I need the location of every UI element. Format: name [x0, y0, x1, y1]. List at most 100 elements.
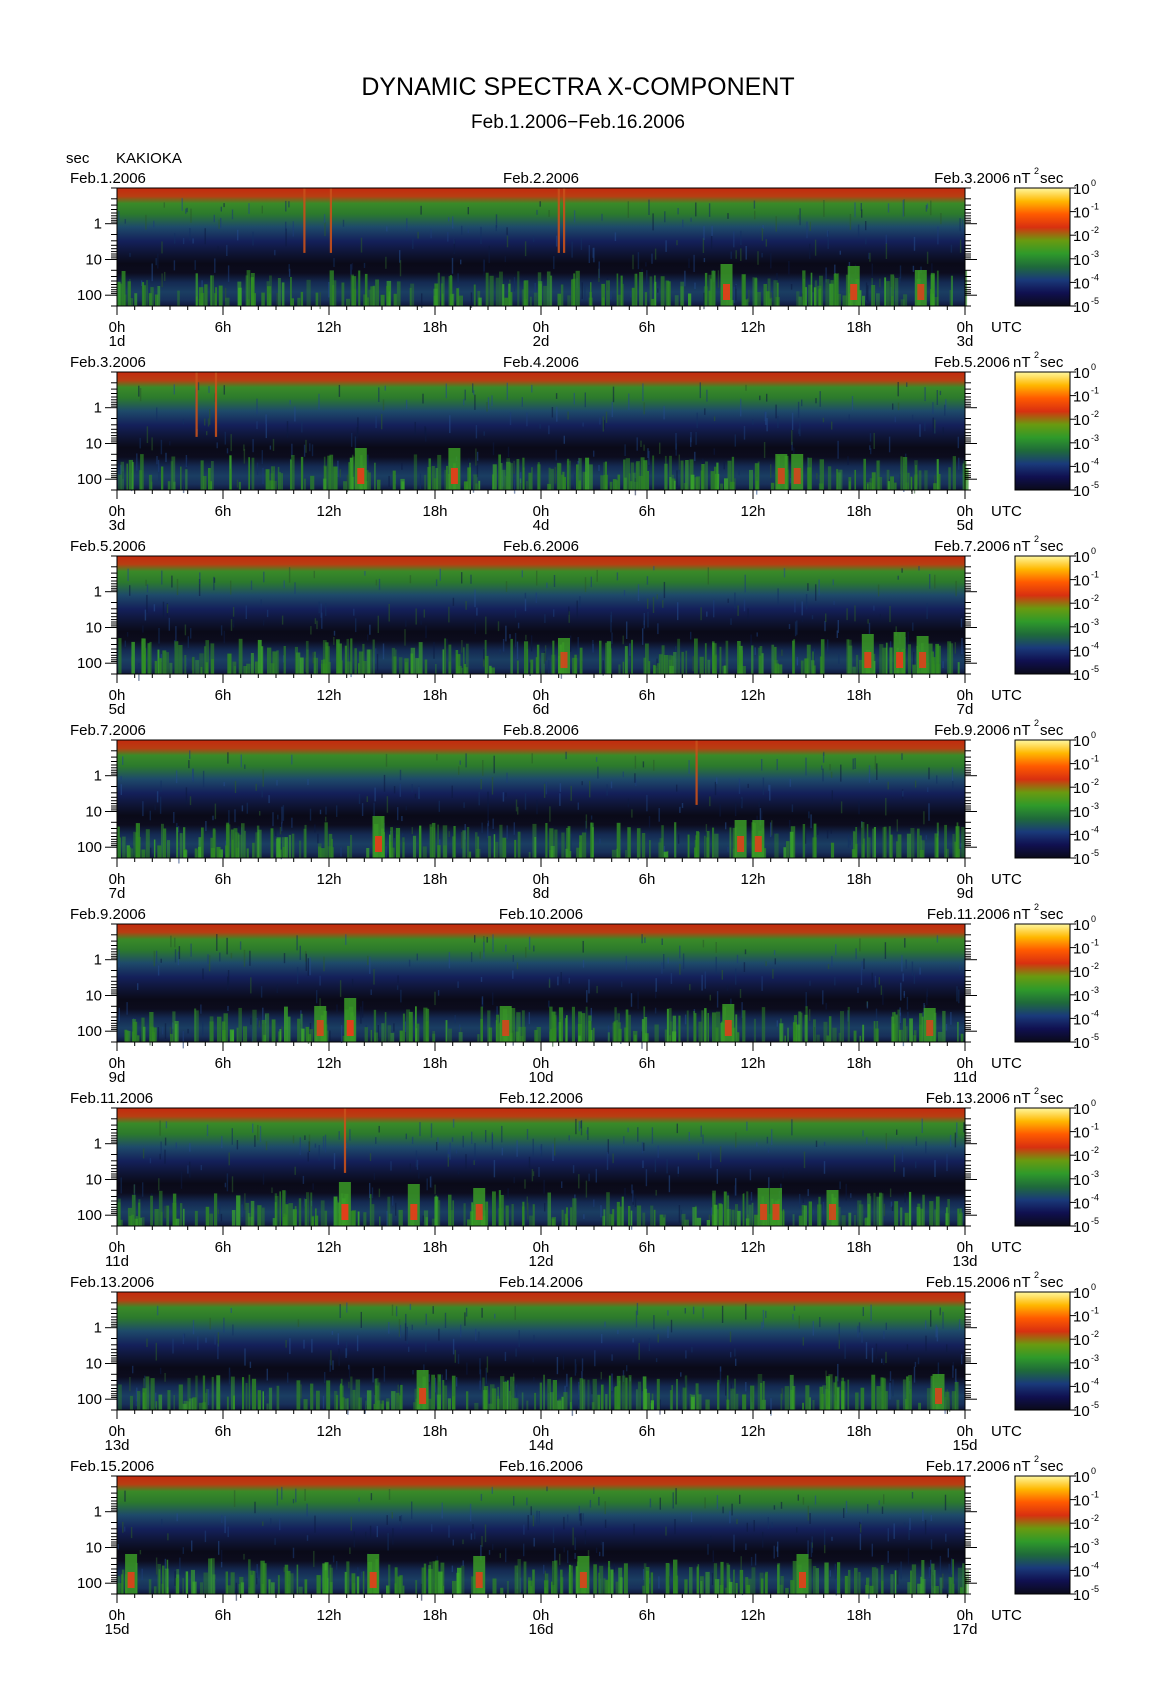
- noise-streak: [512, 970, 514, 979]
- activity-streak: [837, 293, 841, 306]
- noise-streak: [871, 1543, 873, 1557]
- noise-streak: [702, 237, 705, 253]
- activity-streak: [437, 845, 441, 858]
- noise-streak: [874, 975, 877, 988]
- activity-streak: [774, 833, 779, 858]
- noise-streak: [375, 415, 377, 429]
- noise-streak: [677, 208, 679, 215]
- noise-streak: [187, 1028, 189, 1034]
- noise-streak: [690, 217, 692, 222]
- x-tick-label: 18h: [846, 1239, 871, 1256]
- activity-streak: [209, 1213, 214, 1226]
- activity-streak: [663, 851, 668, 858]
- activity-streak: [456, 288, 460, 306]
- noise-streak: [223, 782, 225, 787]
- activity-streak: [713, 1563, 718, 1594]
- activity-streak: [639, 272, 644, 306]
- noise-streak: [556, 1357, 559, 1375]
- activity-streak: [937, 474, 941, 490]
- noise-streak: [740, 248, 742, 261]
- activity-streak: [357, 1211, 360, 1226]
- noise-streak: [172, 1022, 174, 1029]
- noise-streak: [333, 1153, 336, 1170]
- noise-streak: [936, 390, 938, 405]
- activity-streak: [742, 1193, 745, 1226]
- noise-streak: [232, 615, 235, 628]
- activity-streak: [777, 1564, 780, 1594]
- colorbar-tick-exponent: -2: [1091, 593, 1099, 603]
- activity-streak: [167, 840, 171, 858]
- noise-streak: [745, 1543, 747, 1550]
- activity-streak: [630, 462, 635, 490]
- activity-streak: [680, 460, 684, 490]
- noise-streak: [224, 431, 226, 445]
- activity-streak: [866, 483, 869, 490]
- activity-streak: [127, 1030, 131, 1042]
- activity-streak: [575, 270, 580, 306]
- noise-streak: [576, 600, 578, 619]
- noise-streak: [364, 1397, 366, 1414]
- activity-streak: [921, 1560, 925, 1594]
- noise-streak: [494, 1313, 496, 1319]
- activity-streak: [894, 1201, 899, 1226]
- activity-streak: [710, 471, 715, 490]
- activity-streak: [663, 655, 669, 674]
- noise-streak: [676, 470, 678, 487]
- activity-streak: [490, 667, 495, 674]
- colorbar-tick-base: 10: [1073, 412, 1090, 429]
- activity-streak: [694, 1013, 697, 1042]
- activity-streak: [499, 271, 503, 306]
- activity-streak: [543, 285, 547, 306]
- activity-streak: [664, 455, 667, 490]
- noise-streak: [809, 221, 811, 231]
- noise-streak: [350, 1516, 352, 1531]
- noise-streak: [458, 766, 460, 775]
- activity-streak: [847, 1379, 850, 1410]
- activity-streak: [592, 827, 594, 858]
- activity-streak: [928, 643, 933, 674]
- activity-streak: [618, 1380, 621, 1410]
- noise-streak: [657, 623, 659, 635]
- noise-streak: [735, 1178, 737, 1196]
- activity-streak: [477, 1034, 480, 1042]
- noise-streak: [132, 1365, 134, 1374]
- noise-streak: [797, 1494, 799, 1501]
- noise-streak: [158, 628, 160, 644]
- activity-streak: [463, 647, 465, 674]
- activity-streak: [423, 1210, 429, 1226]
- activity-streak: [399, 1575, 403, 1594]
- noise-streak: [913, 651, 915, 666]
- noise-streak: [452, 1338, 455, 1355]
- noise-streak: [474, 394, 476, 410]
- colorbar-unit: nT: [1013, 906, 1031, 923]
- activity-streak: [638, 475, 644, 490]
- activity-streak: [335, 1395, 339, 1410]
- activity-streak: [246, 663, 251, 674]
- activity-streak: [855, 1392, 859, 1410]
- panel-start-date: Feb.13.2006: [70, 1274, 154, 1291]
- noise-streak: [637, 584, 640, 601]
- activity-streak: [700, 1581, 703, 1594]
- colorbar: [1014, 1475, 1071, 1595]
- activity-streak: [904, 1212, 909, 1226]
- noise-streak: [645, 1169, 648, 1187]
- activity-streak: [930, 274, 935, 306]
- noise-streak: [789, 778, 791, 787]
- noise-streak: [156, 407, 158, 422]
- noise-streak: [733, 287, 735, 303]
- colorbar-tick-exponent: -1: [1091, 754, 1099, 764]
- noise-streak: [309, 957, 311, 976]
- activity-streak: [204, 1392, 207, 1410]
- activity-streak: [267, 286, 272, 306]
- noise-streak: [688, 258, 690, 269]
- noise-streak: [182, 1031, 184, 1049]
- noise-streak: [838, 654, 840, 664]
- y-tick-label: 100: [77, 1575, 102, 1592]
- noise-streak: [122, 756, 124, 765]
- noise-streak: [164, 1023, 167, 1039]
- noise-streak: [376, 1525, 378, 1538]
- activity-streak: [627, 827, 631, 858]
- noise-streak: [345, 934, 347, 945]
- noise-streak: [319, 809, 322, 815]
- noise-streak: [415, 1150, 418, 1167]
